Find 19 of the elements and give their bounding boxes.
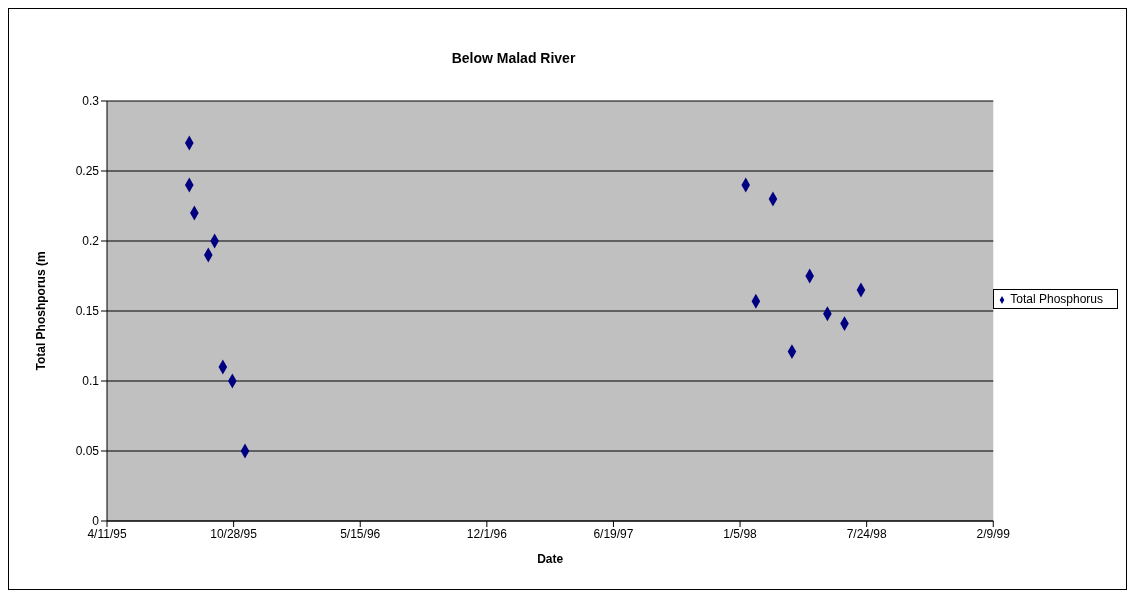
y-axis-title: Total Phoshporus (m (34, 251, 49, 371)
x-tick-label: 12/1/96 (466, 526, 508, 541)
x-tick-label: 7/24/98 (846, 526, 887, 541)
y-tick-label: 0 (92, 514, 100, 529)
x-tick-label: 5/15/96 (340, 526, 381, 541)
y-tick-label: 0.25 (75, 164, 100, 179)
x-tick-label: 6/19/97 (593, 526, 634, 541)
legend-label: Total Phosphorus (1010, 292, 1103, 306)
y-tick-label: 0.15 (75, 304, 100, 319)
x-tick-label: 2/9/99 (976, 526, 1011, 541)
chart-title: Below Malad River (450, 50, 577, 66)
y-tick-label: 0.1 (82, 374, 100, 389)
y-tick-label: 0.2 (82, 234, 100, 249)
x-tick-label: 1/5/98 (723, 526, 758, 541)
y-tick-label: 0.05 (75, 444, 100, 459)
y-tick-label: 0.3 (82, 94, 100, 109)
x-axis-title: Date (537, 552, 564, 566)
x-tick-label: 10/28/95 (210, 526, 258, 541)
x-tick-label: 4/11/95 (87, 526, 127, 541)
